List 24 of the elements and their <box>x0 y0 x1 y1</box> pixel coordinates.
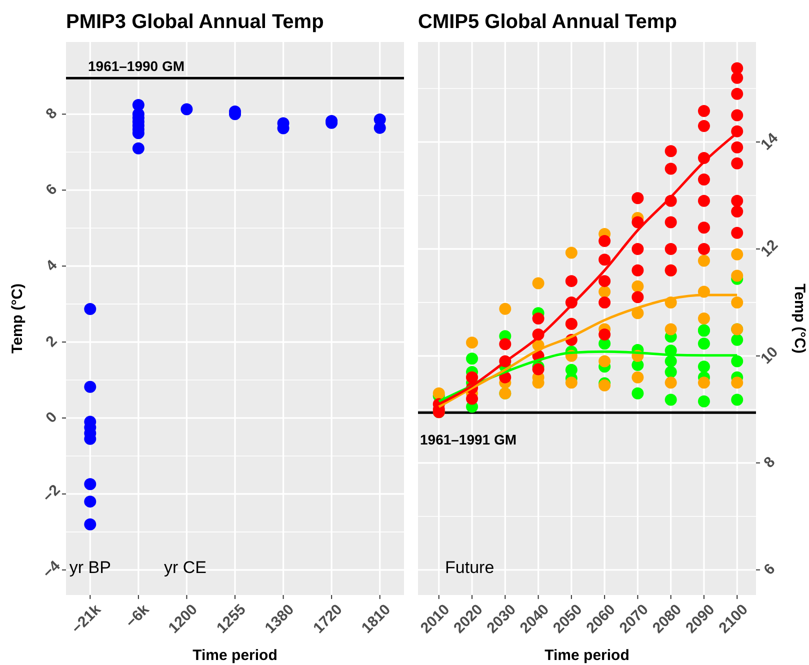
y-tick-label: 2 <box>42 332 61 351</box>
y2-tick-label: 8 <box>760 454 779 472</box>
y-tick-label: 4 <box>42 256 62 275</box>
chart-title: PMIP3 Global Annual Temp <box>66 11 324 33</box>
y2-tick-label: 14 <box>758 129 782 154</box>
y-tick-label: −4 <box>40 557 64 582</box>
y2-tick-label: 10 <box>758 344 782 368</box>
y2-axis-title: Temp (°C) <box>791 284 808 354</box>
ref-line-label: 1961–1990 GM <box>88 58 185 74</box>
y-tick-label: 6 <box>42 180 61 199</box>
y-tick-label: 0 <box>42 408 61 427</box>
y-tick-label: −2 <box>40 482 64 506</box>
annotation: Future <box>445 558 494 577</box>
y2-tick-label: 12 <box>758 236 782 261</box>
y2-tick-label: 6 <box>760 560 779 578</box>
ref-line-label: 1961–1991 GM <box>420 432 517 448</box>
chart-title: CMIP5 Global Annual Temp <box>418 11 677 33</box>
x-tick-label: −6k <box>122 600 154 632</box>
y-axis-title: Temp (°C) <box>9 284 26 354</box>
x-axis-title: Time period <box>192 647 278 664</box>
x-axis-title: Time period <box>544 647 630 664</box>
annotation: yr BP <box>69 558 111 577</box>
annotation: yr CE <box>164 558 207 577</box>
y-tick-label: 8 <box>42 104 61 123</box>
